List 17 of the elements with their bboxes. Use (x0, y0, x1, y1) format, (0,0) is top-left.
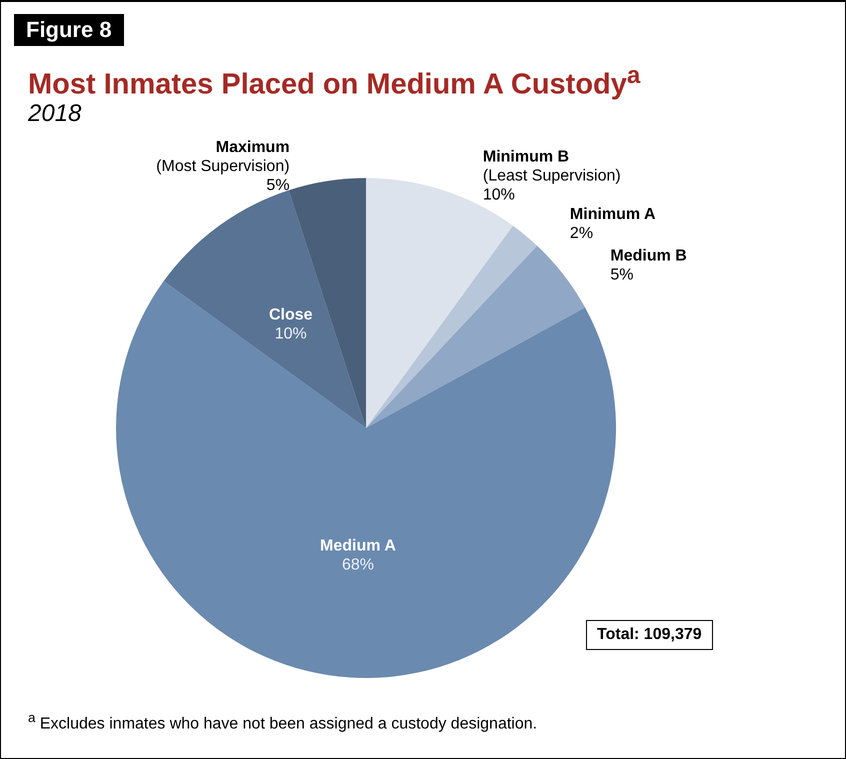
data-label: 5% (610, 266, 634, 284)
text: $^{a}$ Excludes inmates who have not been assigned a custody designation. (28, 710, 538, 734)
data-label: 5% (266, 176, 290, 194)
caption: Figure 8 (14, 14, 124, 46)
chart-subtitle: 2018 (28, 100, 82, 128)
data-label: 10% (482, 186, 515, 204)
slice-label: Medium A (320, 538, 396, 555)
slice-label: Maximum (Most Supervision) (156, 138, 290, 175)
chart-title: Most Inmates Placed on Medium A Custody$^{a}$ (28, 62, 640, 102)
slice-label: Minimum A (570, 206, 656, 223)
data-label: 10% (274, 325, 307, 342)
data-label: 2% (570, 224, 594, 242)
data-label: 68% (342, 556, 374, 574)
slice-label: Close (268, 306, 313, 324)
text: Total: 109,379 (586, 620, 713, 650)
slice-label: Medium B (610, 248, 687, 265)
slice-label: Minimum B (Least Supervision) (482, 148, 621, 184)
